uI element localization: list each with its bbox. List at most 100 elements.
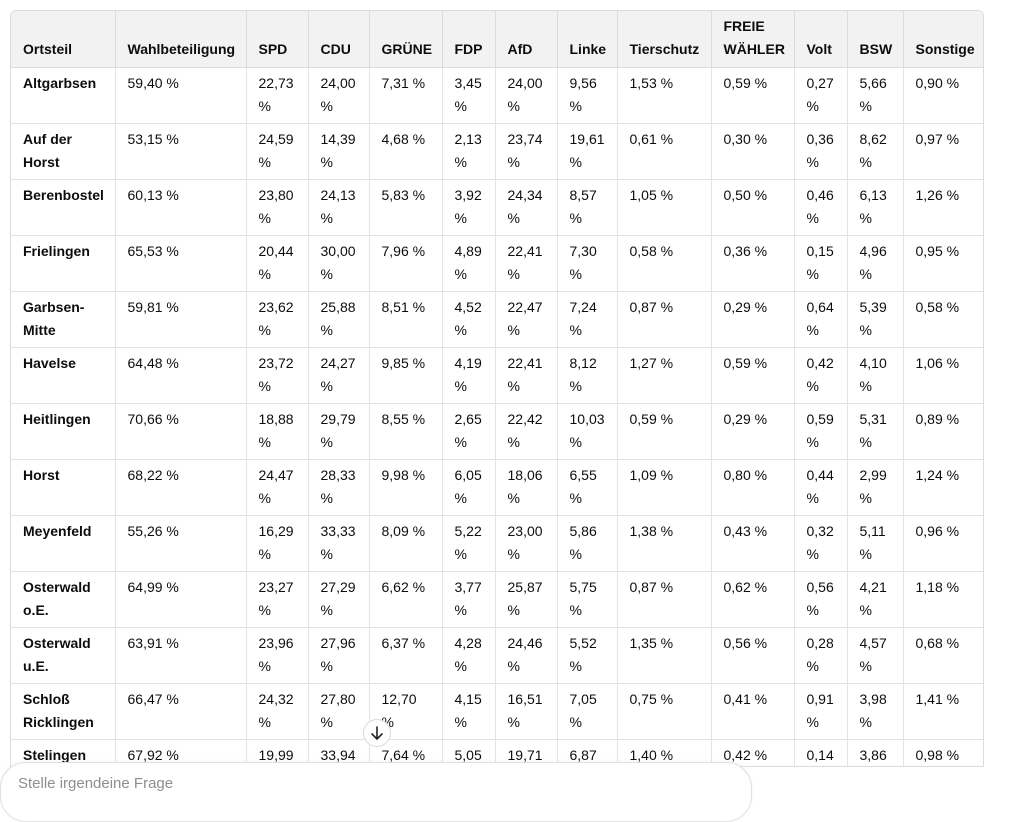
value-cell: 0,80 % xyxy=(711,459,795,516)
value-cell: 0,90 % xyxy=(903,67,983,124)
value-cell: 14,39 % xyxy=(308,123,370,180)
value-cell: 7,05 % xyxy=(557,683,618,740)
value-cell: 1,38 % xyxy=(617,515,712,572)
value-cell: 1,27 % xyxy=(617,347,712,404)
column-header: Volt xyxy=(794,11,848,68)
value-cell: 5,11 % xyxy=(847,515,904,572)
value-cell: 65,53 % xyxy=(115,235,247,292)
value-cell: 6,37 % xyxy=(369,627,443,684)
value-cell: 0,42 % xyxy=(794,347,848,404)
district-cell: Havelse xyxy=(11,347,116,404)
value-cell: 0,42 % xyxy=(711,739,795,766)
value-cell: 20,44 % xyxy=(246,235,309,292)
value-cell: 22,47 % xyxy=(495,291,558,348)
value-cell: 12,70 % xyxy=(369,683,443,740)
column-header: SPD xyxy=(246,11,309,68)
value-cell: 7,24 % xyxy=(557,291,618,348)
value-cell: 8,57 % xyxy=(557,179,618,236)
value-cell: 1,40 % xyxy=(617,739,712,766)
value-cell: 8,09 % xyxy=(369,515,443,572)
value-cell: 22,42 % xyxy=(495,403,558,460)
district-cell: Stelingen xyxy=(11,739,116,766)
value-cell: 4,89 % xyxy=(442,235,496,292)
value-cell: 66,47 % xyxy=(115,683,247,740)
table-row: Havelse 64,48 % 23,72 % 24,27 % 9,85 % 4,19 %… xyxy=(11,347,983,404)
value-cell: 4,15 % xyxy=(442,683,496,740)
value-cell: 55,26 % xyxy=(115,515,247,572)
value-cell: 5,22 % xyxy=(442,515,496,572)
value-cell: 16,29 % xyxy=(246,515,309,572)
district-cell: Auf der Horst xyxy=(11,123,116,180)
value-cell: 5,75 % xyxy=(557,571,618,628)
value-cell: 25,88 % xyxy=(308,291,370,348)
column-header: Linke xyxy=(557,11,618,68)
value-cell: 19,71 xyxy=(495,739,558,766)
value-cell: 24,13 % xyxy=(308,179,370,236)
value-cell: 0,30 % xyxy=(711,123,795,180)
value-cell: 28,33 % xyxy=(308,459,370,516)
value-cell: 59,81 % xyxy=(115,291,247,348)
value-cell: 5,52 % xyxy=(557,627,618,684)
value-cell: 0,89 % xyxy=(903,403,983,460)
table-row: Meyenfeld 55,26 % 16,29 % 33,33 % 8,09 % 5,22… xyxy=(11,515,983,572)
value-cell: 6,05 % xyxy=(442,459,496,516)
value-cell: 53,15 % xyxy=(115,123,247,180)
table-container: Ortsteil Wahlbeteiligung SPD CDU GRÜNE FDP AfD… xyxy=(10,10,984,767)
value-cell: 4,96 % xyxy=(847,235,904,292)
header-row: Ortsteil Wahlbeteiligung SPD CDU GRÜNE FDP AfD… xyxy=(11,11,983,68)
column-header: AfD xyxy=(495,11,558,68)
value-cell: 0,98 % xyxy=(903,739,983,766)
message-input[interactable]: Stelle irgendeine Frage xyxy=(0,762,752,822)
column-header: Wahlbeteiligung xyxy=(115,11,247,68)
value-cell: 6,62 % xyxy=(369,571,443,628)
value-cell: 23,27 % xyxy=(246,571,309,628)
value-cell: 7,30 % xyxy=(557,235,618,292)
value-cell: 24,47 % xyxy=(246,459,309,516)
page: {"table": { "header": ["Ortsteil","Wahlb… xyxy=(0,10,984,822)
value-cell: 0,87 % xyxy=(617,291,712,348)
column-header: FREIE WÄHLER xyxy=(711,11,795,68)
value-cell: 0,32 % xyxy=(794,515,848,572)
value-cell: 23,96 % xyxy=(246,627,309,684)
value-cell: 0,28 % xyxy=(794,627,848,684)
value-cell: 22,41 % xyxy=(495,235,558,292)
value-cell: 59,40 % xyxy=(115,67,247,124)
value-cell: 27,96 % xyxy=(308,627,370,684)
table-row: Heitlingen 70,66 % 18,88 % 29,79 % 8,55 % 2,6… xyxy=(11,403,983,460)
value-cell: 33,33 % xyxy=(308,515,370,572)
value-cell: 0,68 % xyxy=(903,627,983,684)
value-cell: 4,10 % xyxy=(847,347,904,404)
value-cell: 1,09 % xyxy=(617,459,712,516)
scroll-down-button[interactable] xyxy=(363,719,391,747)
value-cell: 3,77 % xyxy=(442,571,496,628)
value-cell: 1,18 % xyxy=(903,571,983,628)
district-cell: Horst xyxy=(11,459,116,516)
value-cell: 0,75 % xyxy=(617,683,712,740)
value-cell: 1,53 % xyxy=(617,67,712,124)
value-cell: 33,94 xyxy=(308,739,370,766)
value-cell: 4,19 % xyxy=(442,347,496,404)
value-cell: 7,96 % xyxy=(369,235,443,292)
district-cell: Schloß Ricklingen xyxy=(11,683,116,740)
value-cell: 0,27 % xyxy=(794,67,848,124)
value-cell: 0,41 % xyxy=(711,683,795,740)
value-cell: 1,05 % xyxy=(617,179,712,236)
value-cell: 64,48 % xyxy=(115,347,247,404)
value-cell: 6,87 xyxy=(557,739,618,766)
column-header: Ortsteil xyxy=(11,11,116,68)
value-cell: 3,92 % xyxy=(442,179,496,236)
column-header: Tierschutz xyxy=(617,11,712,68)
value-cell: 5,86 % xyxy=(557,515,618,572)
value-cell: 27,80 % xyxy=(308,683,370,740)
value-cell: 24,32 % xyxy=(246,683,309,740)
value-cell: 64,99 % xyxy=(115,571,247,628)
value-cell: 9,56 % xyxy=(557,67,618,124)
district-cell: Heitlingen xyxy=(11,403,116,460)
column-header: FDP xyxy=(442,11,496,68)
value-cell: 0,29 % xyxy=(711,291,795,348)
value-cell: 0,50 % xyxy=(711,179,795,236)
value-cell: 0,56 % xyxy=(794,571,848,628)
column-header: CDU xyxy=(308,11,370,68)
column-header: BSW xyxy=(847,11,904,68)
value-cell: 18,06 % xyxy=(495,459,558,516)
